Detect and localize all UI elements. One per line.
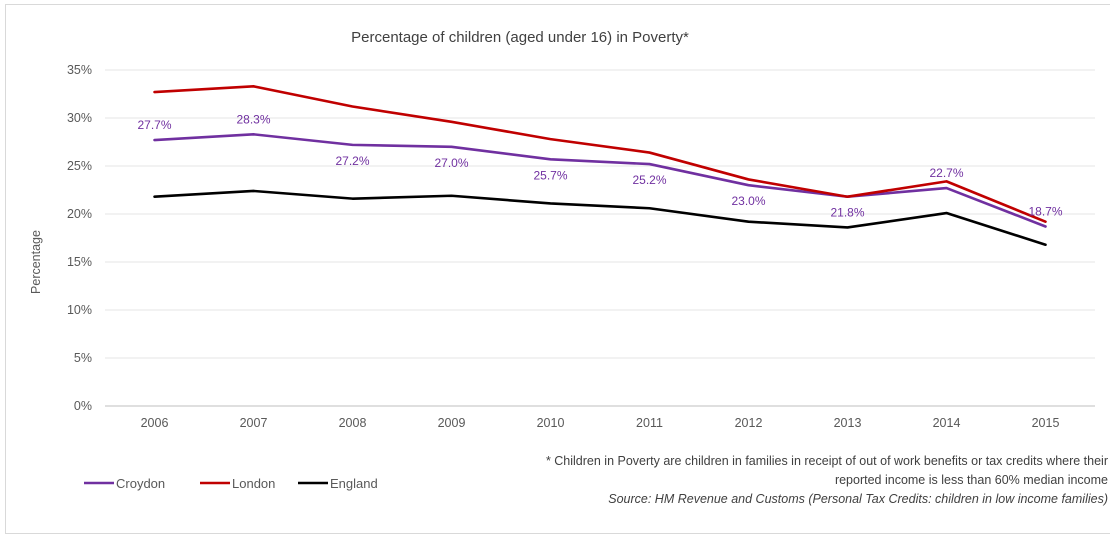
- legend-item-london: London: [200, 476, 275, 491]
- x-tick-label: 2015: [1032, 416, 1060, 430]
- x-tick-label: 2011: [636, 416, 663, 430]
- footnote: * Children in Poverty are children in fa…: [546, 454, 1108, 468]
- gridlines: [105, 69, 1095, 407]
- data-label: 25.2%: [632, 173, 666, 187]
- x-tick-label: 2009: [438, 416, 466, 430]
- y-tick-label: 5%: [74, 351, 92, 365]
- legend-item-england: England: [298, 476, 378, 491]
- y-tick-label: 10%: [67, 303, 92, 317]
- series-line-england: [153, 189, 1047, 247]
- x-tick-label: 2010: [537, 416, 565, 430]
- data-label: 25.7%: [533, 168, 567, 182]
- legend-label: Croydon: [116, 476, 165, 491]
- data-labels: 27.7% 28.3% 27.2% 27.0% 25.7% 25.2% 23.0% 21.8%…: [137, 112, 1062, 219]
- y-axis-label: Percentage: [29, 230, 43, 294]
- chart-title: Percentage of children (aged under 16) i…: [351, 29, 689, 46]
- y-tick-labels: 0% 5% 10% 15% 20% 25% 30% 35%: [67, 63, 92, 413]
- data-label: 18.7%: [1028, 204, 1062, 218]
- legend-label: London: [232, 476, 275, 491]
- series-line-london: [153, 85, 1047, 223]
- data-label: 21.8%: [830, 206, 864, 220]
- y-tick-label: 25%: [67, 159, 92, 173]
- data-label: 27.7%: [137, 118, 171, 132]
- line-chart: Percentage of children (aged under 16) i…: [29, 29, 1108, 506]
- x-tick-label: 2007: [240, 416, 268, 430]
- y-tick-label: 0%: [74, 399, 92, 413]
- data-label: 27.0%: [434, 156, 468, 170]
- y-tick-label: 15%: [67, 255, 92, 269]
- legend-label: England: [330, 476, 378, 491]
- series-line-croydon: [153, 133, 1047, 228]
- y-tick-label: 30%: [67, 111, 92, 125]
- data-label: 28.3%: [236, 112, 270, 126]
- legend-item-croydon: Croydon: [84, 476, 165, 491]
- x-tick-label: 2012: [735, 416, 763, 430]
- x-tick-label: 2013: [834, 416, 862, 430]
- legend: Croydon London England: [84, 476, 378, 491]
- source-note: Source: HM Revenue and Customs (Personal…: [608, 492, 1108, 506]
- x-tick-label: 2008: [339, 416, 367, 430]
- x-tick-label: 2014: [933, 416, 961, 430]
- data-label: 22.7%: [929, 166, 963, 180]
- footnote-continued: reported income is less than 60% median …: [835, 473, 1108, 487]
- series-lines: [153, 85, 1047, 247]
- x-tick-label: 2006: [141, 416, 169, 430]
- data-label: 27.2%: [335, 154, 369, 168]
- data-label: 23.0%: [731, 194, 765, 208]
- y-tick-label: 35%: [67, 63, 92, 77]
- y-tick-label: 20%: [67, 207, 92, 221]
- x-tick-labels: 2006 2007 2008 2009 2010 2011 2012 2013 2014 2015: [141, 416, 1060, 430]
